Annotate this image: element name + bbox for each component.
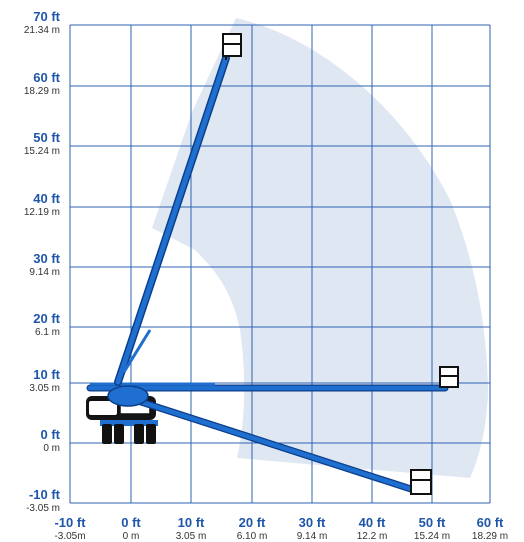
x-tick-label-ft: 10 ft [178,515,205,530]
x-axis-labels: -10 ft-3.05m 0 ft0 m 10 ft3.05 m 20 ft6.10 … [54,515,508,542]
x-tick-label-m: 9.14 m [297,531,328,542]
y-tick-label-m: 3.05 m [29,383,60,394]
y-tick-label-m: 15.24 m [24,146,60,157]
y-tick-label-m: 6.1 m [35,327,60,338]
y-tick-label-ft: 70 ft [33,9,60,24]
x-tick-label-ft: 60 ft [477,515,504,530]
y-tick-label-ft: 20 ft [33,311,60,326]
x-tick-label-ft: 0 ft [121,515,141,530]
y-tick-label-m: 0 m [43,443,60,454]
x-tick-label-ft: 50 ft [419,515,446,530]
x-tick-label-m: 12.2 m [357,531,388,542]
y-tick-label-ft: 10 ft [33,367,60,382]
y-tick-label-m: -3.05 m [26,503,60,514]
chassis-cab [87,399,119,417]
x-tick-label-ft: 40 ft [359,515,386,530]
machine-chassis [86,396,158,444]
y-tick-label-ft: 60 ft [33,70,60,85]
wheel-front-left [134,424,144,444]
y-tick-label-ft: 0 ft [41,427,61,442]
x-tick-label-m: 6.10 m [237,531,268,542]
boom-lowered [131,396,418,494]
wheel-rear-right [114,424,124,444]
platform-top [222,33,242,60]
x-tick-label-ft: 20 ft [239,515,266,530]
platform-right [439,366,459,388]
x-tick-label-m: 0 m [123,531,140,542]
y-tick-label-ft: 40 ft [33,191,60,206]
x-tick-label-m: 15.24 m [414,531,450,542]
y-tick-label-ft: 50 ft [33,130,60,145]
turntable [107,385,149,407]
y-tick-label-ft: 30 ft [33,251,60,266]
grid-lines [69,24,491,504]
axle [100,420,158,426]
y-tick-label-m: 9.14 m [29,267,60,278]
boom-raised [114,54,230,386]
y-tick-label-ft: -10 ft [29,487,61,502]
x-tick-label-ft: -10 ft [54,515,86,530]
boom-horizontal [86,382,449,392]
y-tick-label-m: 12.19 m [24,207,60,218]
working-envelope [152,18,488,478]
x-tick-label-m: 18.29 m [472,531,508,542]
y-tick-label-m: 18.29 m [24,86,60,97]
x-tick-label-ft: 30 ft [299,515,326,530]
platform-bottom [410,469,432,495]
wheel-rear-left [102,424,112,444]
x-tick-label-m: -3.05m [54,531,85,542]
wheel-front-right [146,424,156,444]
y-tick-label-m: 21.34 m [24,25,60,36]
x-tick-label-m: 3.05 m [176,531,207,542]
